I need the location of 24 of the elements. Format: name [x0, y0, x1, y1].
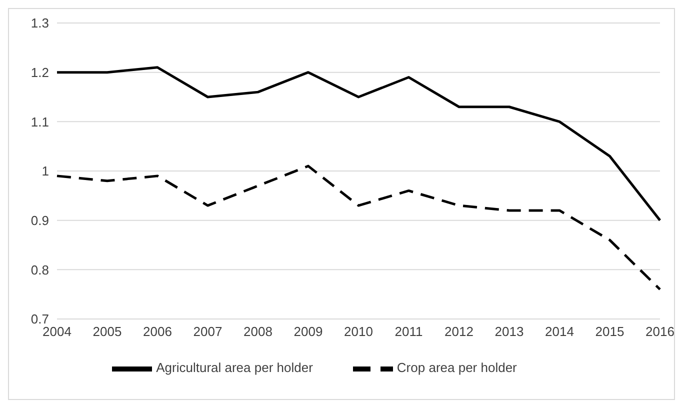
legend-label: Crop area per holder: [396, 360, 517, 376]
x-tick-label: 2014: [545, 324, 574, 340]
x-tick-label: 2007: [193, 324, 222, 340]
x-tick-label: 2010: [344, 324, 373, 340]
x-tick-label: 2009: [294, 324, 323, 340]
x-tick-label: 2015: [595, 324, 624, 340]
x-tick-label: 2012: [444, 324, 474, 340]
x-tick-label: 2016: [646, 324, 674, 340]
x-tick-label: 2004: [42, 324, 72, 340]
y-tick-label: 1.3: [30, 16, 49, 31]
line-series: [56, 164, 662, 291]
y-tick-label: 1.1: [30, 114, 49, 130]
y-tick-label: 0.7: [30, 312, 49, 327]
y-tick-label: 1.2: [30, 64, 49, 80]
x-tick-label: 2005: [92, 324, 122, 340]
x-tick-label: 2011: [394, 324, 423, 340]
y-tick-label: 1: [42, 164, 49, 179]
x-tick-label: 2006: [143, 324, 172, 340]
x-tick-label: 2008: [244, 324, 272, 340]
y-tick-label: 0.8: [30, 262, 49, 278]
x-tick-label: 2013: [494, 324, 524, 340]
y-tick-label: 0.9: [30, 212, 49, 228]
line-series: [56, 66, 662, 222]
legend-label: Agricultural area per holder: [156, 360, 313, 376]
